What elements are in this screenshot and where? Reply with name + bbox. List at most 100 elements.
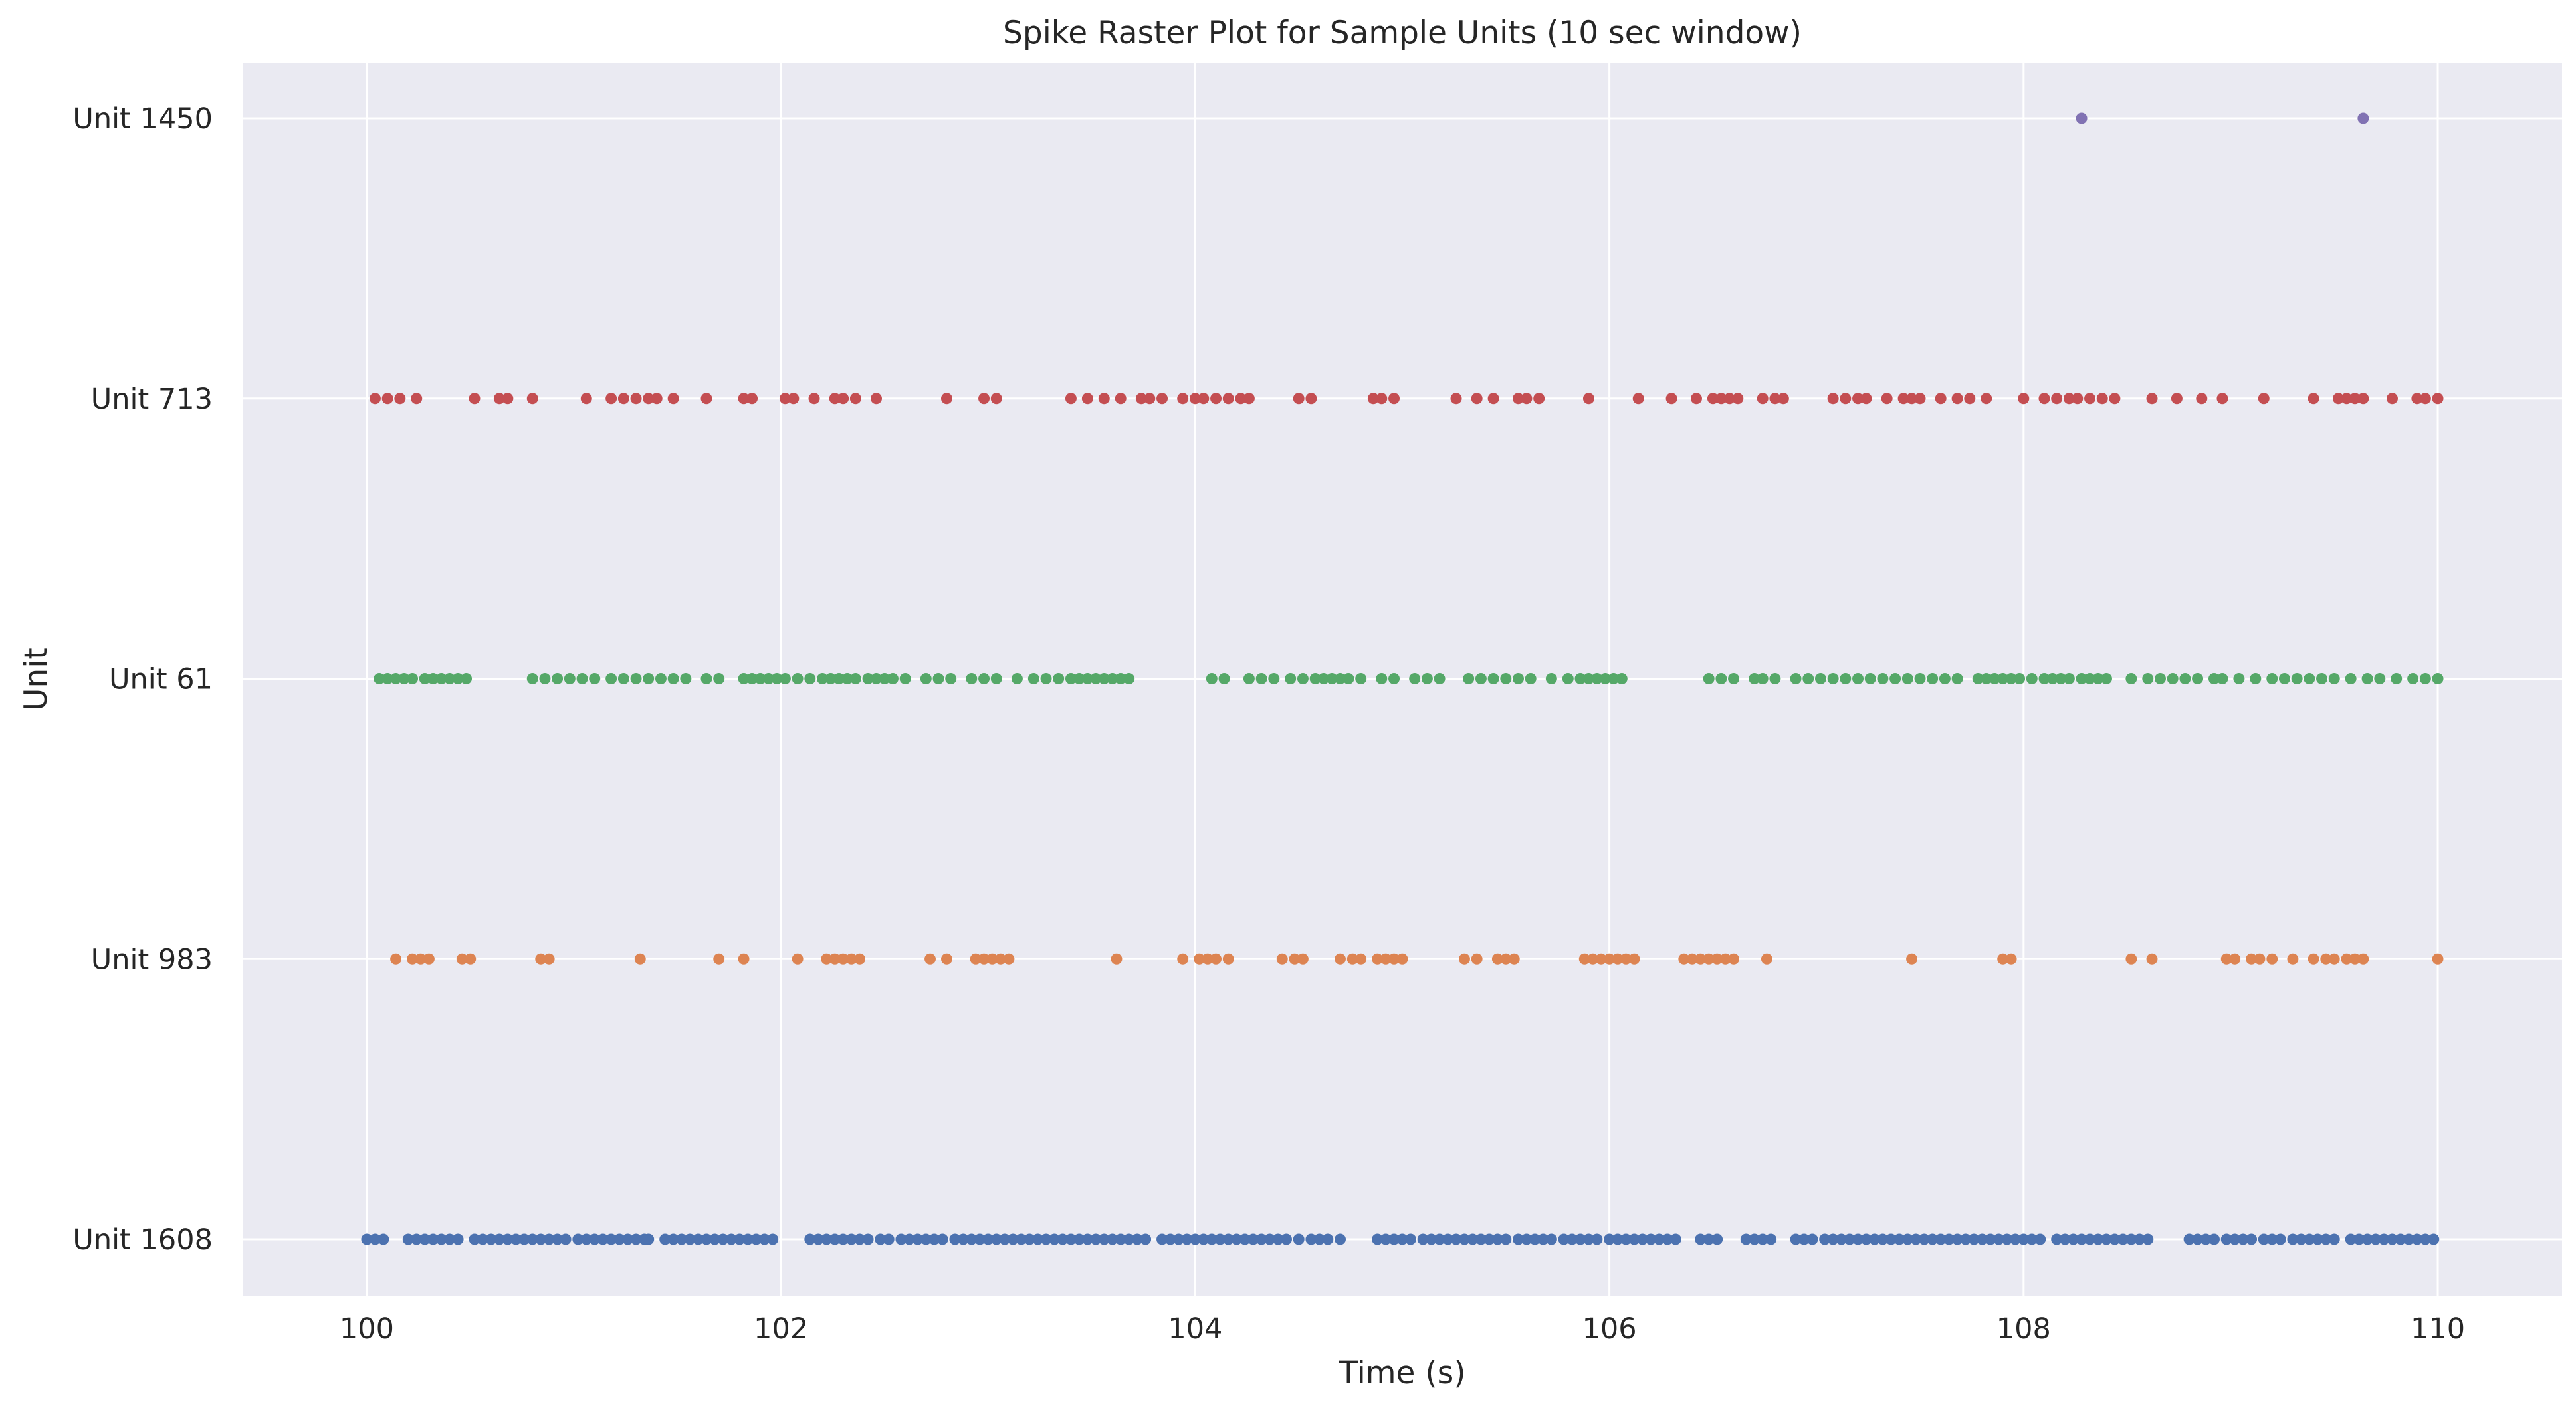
spike-point <box>1164 1233 1176 1245</box>
spike-point <box>2374 673 2386 684</box>
spike-point <box>1081 673 1093 684</box>
spike-point <box>667 673 679 684</box>
spike-point <box>1007 1233 1019 1245</box>
spike-point <box>580 1233 592 1245</box>
spike-point <box>1194 953 1206 965</box>
spike-point <box>1914 393 1926 405</box>
spike-point <box>1210 393 1222 405</box>
spike-point <box>2096 393 2108 405</box>
spike-point <box>2266 953 2278 965</box>
spike-point <box>1599 673 1611 684</box>
spike-point <box>2063 393 2075 405</box>
spike-point <box>825 673 837 684</box>
spike-point <box>576 673 588 684</box>
spike-point <box>1421 673 1433 684</box>
spike-point <box>1703 673 1715 684</box>
spike-point <box>1322 1233 1334 1245</box>
spike-point <box>1065 673 1077 684</box>
spike-point <box>1757 393 1769 405</box>
spike-point <box>1582 1233 1594 1245</box>
spike-point <box>1355 673 1367 684</box>
spike-point <box>552 1233 564 1245</box>
x-tick-label: 110 <box>2411 1312 2465 1346</box>
spike-point <box>1711 953 1723 965</box>
spike-point <box>2345 1233 2357 1245</box>
spike-point <box>978 393 990 405</box>
spike-point <box>940 953 952 965</box>
spike-point <box>879 673 891 684</box>
spike-point <box>1380 1233 1392 1245</box>
spike-point <box>2353 1233 2365 1245</box>
spike-point <box>402 1233 414 1245</box>
spike-point <box>754 673 766 684</box>
spike-point <box>2419 393 2431 405</box>
spike-point <box>920 1233 932 1245</box>
spike-point <box>2072 393 2084 405</box>
spike-point <box>1372 953 1384 965</box>
spike-point <box>469 393 481 405</box>
spike-point <box>1491 1233 1503 1245</box>
spike-point <box>2133 1233 2145 1245</box>
spike-point <box>871 673 883 684</box>
spike-point <box>2395 1233 2407 1245</box>
spike-point <box>1860 1233 1872 1245</box>
spike-point <box>1802 673 1814 684</box>
spike-point <box>2341 953 2353 965</box>
spike-point <box>738 673 750 684</box>
spike-point <box>771 673 783 684</box>
spike-point <box>875 1233 887 1245</box>
spike-point <box>1463 673 1475 684</box>
spike-point <box>1906 393 1918 405</box>
spike-point <box>1566 1233 1578 1245</box>
spike-point <box>1434 673 1446 684</box>
spike-point <box>2055 673 2067 684</box>
spike-point <box>1309 673 1321 684</box>
spike-point <box>369 393 381 405</box>
x-tick-label: 104 <box>1168 1312 1222 1346</box>
spike-point <box>1901 673 1913 684</box>
spike-point <box>1305 1233 1317 1245</box>
spike-point <box>2063 673 2075 684</box>
spike-point <box>361 1233 373 1245</box>
spike-point <box>1471 953 1483 965</box>
spike-point <box>2411 393 2423 405</box>
spike-point <box>1073 1233 1085 1245</box>
spike-point <box>643 1233 655 1245</box>
spike-point <box>2018 1233 2030 1245</box>
spike-point <box>655 673 667 684</box>
spike-point <box>643 673 655 684</box>
spike-point <box>643 393 655 405</box>
spike-point <box>617 673 629 684</box>
spike-point <box>622 1233 634 1245</box>
spike-point <box>1910 1233 1922 1245</box>
spike-point <box>684 1233 696 1245</box>
spike-point <box>788 393 800 405</box>
spike-point <box>1276 953 1288 965</box>
spike-point <box>1458 953 1470 965</box>
spike-point <box>2308 393 2319 405</box>
spike-point <box>1545 673 1557 684</box>
spike-point <box>1997 673 2009 684</box>
spike-point <box>1115 393 1127 405</box>
spike-point <box>1243 673 1255 684</box>
spike-point <box>1346 953 1358 965</box>
spike-point <box>1836 1233 1848 1245</box>
spike-point <box>407 953 419 965</box>
spike-point <box>1608 673 1620 684</box>
spike-point <box>2200 1233 2212 1245</box>
spike-point <box>1335 1233 1346 1245</box>
spike-point <box>1715 393 1727 405</box>
spike-point <box>1790 1233 1802 1245</box>
spike-point <box>1210 953 1222 965</box>
spike-point <box>452 1233 464 1245</box>
spike-point <box>829 393 841 405</box>
spike-point <box>2316 673 2328 684</box>
spike-point <box>1483 1233 1495 1245</box>
spike-point <box>2287 1233 2299 1245</box>
spike-point <box>1404 1233 1416 1245</box>
spike-point <box>1711 1233 1723 1245</box>
spike-point <box>1426 1233 1438 1245</box>
spike-point <box>1852 1233 1864 1245</box>
spike-point <box>982 1233 994 1245</box>
spike-point <box>1508 953 1520 965</box>
